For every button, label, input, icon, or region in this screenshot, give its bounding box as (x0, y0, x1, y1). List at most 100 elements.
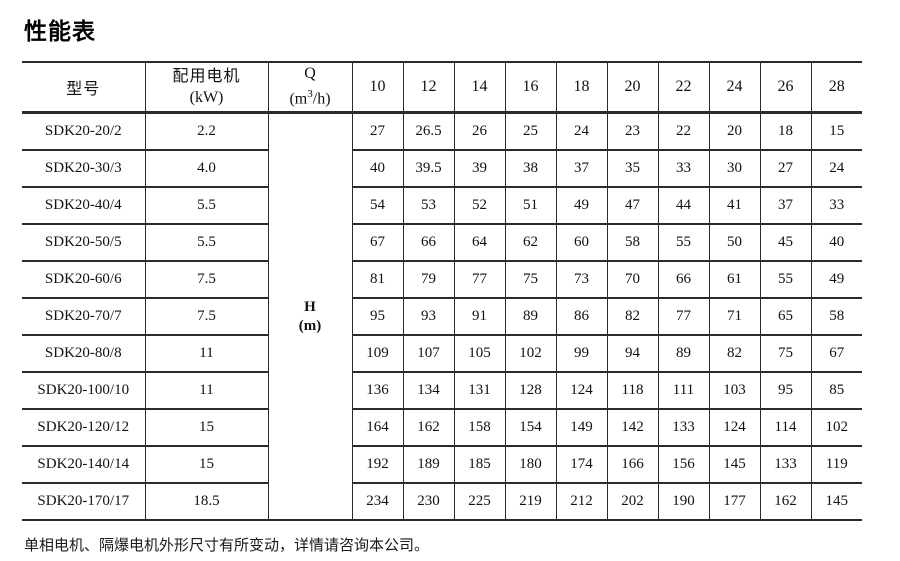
head-value-cell: 234 (352, 483, 404, 521)
table-row: SDK20-20/2 2.2 H (m) 27 26.5 26 25 24 23 22 20 18 15 (22, 112, 862, 521)
head-value-cell: 180 (505, 446, 557, 484)
head-value-cell: 22 (658, 112, 710, 151)
flow-symbol: Q (304, 65, 316, 83)
flow-rate-header-cell: 22 (658, 61, 710, 114)
kw-cell: 18.5 (145, 483, 269, 521)
model-cell: SDK20-50/5 (22, 224, 146, 262)
motor-header-line2: (kW) (189, 89, 224, 106)
head-value-cell: 189 (403, 446, 455, 484)
head-value-cell: 23 (607, 112, 659, 151)
head-value-cell: 30 (709, 150, 761, 188)
head-value-cell: 24 (556, 112, 608, 151)
table-row: SDK20-70/7 7.5 95 93 91 89 86 82 77 71 65 58 (22, 298, 862, 336)
head-value-cell: 230 (403, 483, 455, 521)
head-value-cell: 174 (556, 446, 608, 484)
head-value-cell: 192 (352, 446, 404, 484)
head-value-cell: 202 (607, 483, 659, 521)
head-value-cell: 39.5 (403, 150, 455, 188)
head-value-cell: 51 (505, 187, 557, 225)
head-value-cell: 20 (709, 112, 761, 151)
performance-table: 型号 配用电机 (kW) Q (m3/h) 10 12 14 16 18 20 22 24 26… (22, 61, 862, 521)
table-row: SDK20-100/10 11 136 134 131 128 124 118 111 103 95… (22, 372, 862, 410)
head-value-cell: 124 (556, 372, 608, 410)
head-value-cell: 58 (811, 298, 862, 336)
head-value-cell: 128 (505, 372, 557, 410)
flow-rate-header-cell: 20 (607, 61, 659, 114)
flow-unit: (m3/h) (289, 88, 331, 108)
head-value-cell: 66 (658, 261, 710, 299)
kw-cell: 2.2 (145, 112, 269, 151)
head-value-cell: 77 (658, 298, 710, 336)
head-value-cell: 64 (454, 224, 506, 262)
head-value-cell: 66 (403, 224, 455, 262)
table-row: SDK20-80/8 11 109 107 105 102 99 94 89 82 75 67 (22, 335, 862, 373)
head-value-cell: 67 (811, 335, 862, 373)
table-row: SDK20-170/17 18.5 234 230 225 219 212 202 190 177… (22, 483, 862, 521)
head-value-cell: 73 (556, 261, 608, 299)
head-value-cell: 37 (556, 150, 608, 188)
page-title: 性能表 (24, 18, 96, 44)
head-unit: (m) (298, 317, 322, 334)
kw-cell: 5.5 (145, 224, 269, 262)
head-value-cell: 62 (505, 224, 557, 262)
flow-rate-header-cell: 12 (403, 61, 455, 114)
head-value-cell: 94 (607, 335, 659, 373)
head-value-cell: 54 (352, 187, 404, 225)
head-value-cell: 33 (658, 150, 710, 188)
head-value-cell: 99 (556, 335, 608, 373)
table-body: SDK20-20/2 2.2 H (m) 27 26.5 26 25 24 23 22 20 18 15 S… (22, 112, 862, 521)
kw-cell: 11 (145, 335, 269, 373)
head-value-cell: 102 (811, 409, 862, 447)
head-value-cell: 225 (454, 483, 506, 521)
head-value-cell: 44 (658, 187, 710, 225)
model-cell: SDK20-30/3 (22, 150, 146, 188)
head-value-cell: 61 (709, 261, 761, 299)
head-value-cell: 219 (505, 483, 557, 521)
flow-column-header: Q (m3/h) (268, 61, 353, 114)
head-value-cell: 131 (454, 372, 506, 410)
head-value-cell: 190 (658, 483, 710, 521)
head-value-cell: 82 (709, 335, 761, 373)
head-value-cell: 118 (607, 372, 659, 410)
table-row: SDK20-60/6 7.5 81 79 77 75 73 70 66 61 55 49 (22, 261, 862, 299)
model-cell: SDK20-80/8 (22, 335, 146, 373)
head-value-cell: 33 (811, 187, 862, 225)
flow-rate-header-cell: 14 (454, 61, 506, 114)
head-value-cell: 95 (760, 372, 812, 410)
kw-cell: 11 (145, 372, 269, 410)
head-value-cell: 60 (556, 224, 608, 262)
head-value-cell: 154 (505, 409, 557, 447)
table-row: SDK20-140/14 15 192 189 185 180 174 166 156 145 13… (22, 446, 862, 484)
head-value-cell: 156 (658, 446, 710, 484)
head-value-cell: 40 (352, 150, 404, 188)
kw-cell: 5.5 (145, 187, 269, 225)
model-cell: SDK20-170/17 (22, 483, 146, 521)
head-value-cell: 55 (760, 261, 812, 299)
head-value-cell: 27 (352, 112, 404, 151)
header-row: 型号 配用电机 (kW) Q (m3/h) 10 12 14 16 18 20 22 24 26… (22, 61, 862, 114)
head-value-cell: 47 (607, 187, 659, 225)
head-value-cell: 24 (811, 150, 862, 188)
head-value-cell: 27 (760, 150, 812, 188)
head-value-cell: 71 (709, 298, 761, 336)
head-value-cell: 26.5 (403, 112, 455, 151)
motor-header-line1: 配用电机 (172, 68, 241, 85)
head-value-cell: 105 (454, 335, 506, 373)
head-value-cell: 50 (709, 224, 761, 262)
model-column-header: 型号 (22, 61, 146, 114)
head-value-cell: 133 (658, 409, 710, 447)
head-symbol: H (304, 298, 316, 315)
head-value-cell: 109 (352, 335, 404, 373)
table-row: SDK20-30/3 4.0 40 39.5 39 38 37 35 33 30 27 24 (22, 150, 862, 188)
head-value-cell: 142 (607, 409, 659, 447)
flow-rate-header-cell: 24 (709, 61, 761, 114)
table-row: SDK20-40/4 5.5 54 53 52 51 49 47 44 41 37 33 (22, 187, 862, 225)
head-value-cell: 119 (811, 446, 862, 484)
head-value-cell: 77 (454, 261, 506, 299)
head-value-cell: 136 (352, 372, 404, 410)
flow-rate-header-cell: 10 (352, 61, 404, 114)
head-value-cell: 133 (760, 446, 812, 484)
model-cell: SDK20-70/7 (22, 298, 146, 336)
head-value-cell: 166 (607, 446, 659, 484)
